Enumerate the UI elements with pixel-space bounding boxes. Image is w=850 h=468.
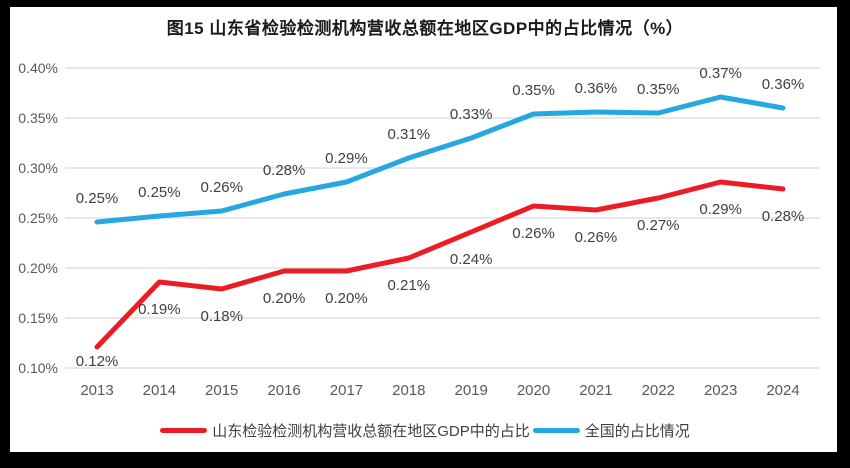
data-label-series-0: 0.19% [138, 301, 181, 318]
data-label-series-1: 0.31% [388, 126, 431, 143]
data-label-series-1: 0.33% [450, 106, 493, 123]
y-axis-tick-label: 0.35% [18, 110, 58, 126]
data-label-series-0: 0.24% [450, 251, 493, 268]
data-label-series-0: 0.27% [637, 217, 680, 234]
x-axis-tick-label: 2024 [766, 382, 799, 399]
data-label-series-1: 0.36% [575, 80, 618, 97]
data-label-series-1: 0.35% [637, 81, 680, 98]
legend-item-shandong: 山东检验检测机构营收总额在地区GDP中的占比 [160, 420, 530, 441]
x-axis-tick-label: 2013 [80, 382, 113, 399]
x-axis-tick-label: 2018 [392, 382, 425, 399]
data-label-series-0: 0.20% [325, 290, 368, 307]
data-label-series-0: 0.21% [388, 277, 431, 294]
national-line-swatch [532, 428, 580, 433]
data-label-series-1: 0.26% [200, 179, 243, 196]
y-axis-tick-label: 0.10% [18, 360, 58, 376]
data-label-series-1: 0.28% [263, 162, 306, 179]
shandong-line-swatch [160, 428, 208, 433]
x-axis-tick-label: 2020 [517, 382, 550, 399]
y-axis-tick-label: 0.15% [18, 310, 58, 326]
x-axis-tick-label: 2016 [267, 382, 300, 399]
series-line-1 [94, 94, 786, 225]
y-axis-tick-label: 0.20% [18, 260, 58, 276]
data-label-series-0: 0.12% [76, 353, 119, 370]
data-label-series-0: 0.26% [512, 225, 555, 242]
legend-label-shandong: 山东检验检测机构营收总额在地区GDP中的占比 [212, 423, 530, 440]
x-axis-tick-label: 2017 [330, 382, 363, 399]
data-label-series-0: 0.26% [575, 229, 618, 246]
series-line-0 [94, 179, 786, 350]
chart-legend: 山东检验检测机构营收总额在地区GDP中的占比 全国的占比情况 [0, 420, 850, 441]
x-axis-tick-label: 2021 [579, 382, 612, 399]
data-label-series-0: 0.20% [263, 290, 306, 307]
data-label-series-1: 0.36% [762, 76, 805, 93]
data-label-series-0: 0.18% [200, 308, 243, 325]
x-axis-tick-label: 2019 [454, 382, 487, 399]
data-label-series-1: 0.35% [512, 82, 555, 99]
x-axis-tick-label: 2015 [205, 382, 238, 399]
data-label-series-1: 0.25% [76, 190, 119, 207]
y-axis-tick-label: 0.40% [18, 60, 58, 76]
x-axis-tick-label: 2022 [642, 382, 675, 399]
data-label-series-1: 0.25% [138, 184, 181, 201]
x-axis-tick-label: 2023 [704, 382, 737, 399]
x-axis-tick-label: 2014 [143, 382, 176, 399]
data-label-series-1: 0.29% [325, 150, 368, 167]
data-label-series-0: 0.29% [699, 201, 742, 218]
legend-label-national: 全国的占比情况 [584, 423, 690, 440]
chart-panel [10, 7, 837, 452]
y-axis-tick-label: 0.25% [18, 210, 58, 226]
data-label-series-0: 0.28% [762, 208, 805, 225]
data-label-series-1: 0.37% [699, 65, 742, 82]
legend-item-national: 全国的占比情况 [532, 420, 690, 441]
y-axis-tick-label: 0.30% [18, 160, 58, 176]
chart-title: 图15 山东省检验检测机构营收总额在地区GDP中的占比情况（%） [166, 19, 684, 38]
